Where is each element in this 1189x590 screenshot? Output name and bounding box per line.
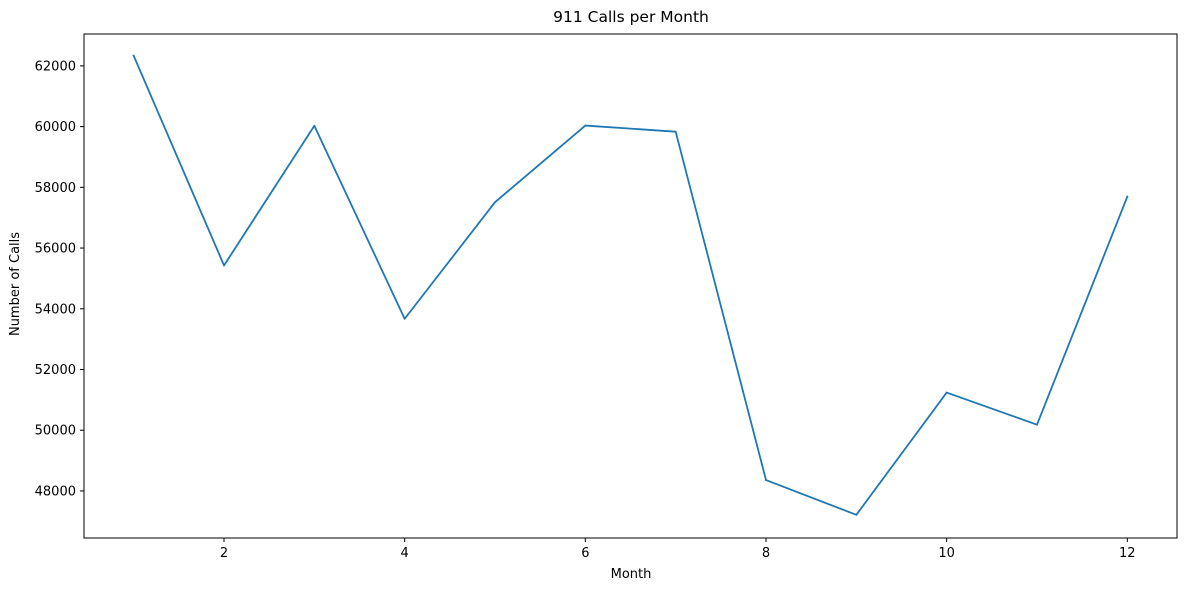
data-point <box>855 513 858 516</box>
data-point <box>1036 423 1038 426</box>
x-tick-label: 10 <box>938 546 955 561</box>
data-point <box>313 124 316 127</box>
data-point <box>403 317 406 320</box>
series-line-0 <box>132 54 1129 516</box>
y-tick-label: 52000 <box>35 363 76 378</box>
x-axis-label: Month <box>611 567 652 582</box>
y-tick-label: 50000 <box>35 424 76 439</box>
data-point <box>674 130 677 133</box>
x-axis-ticks: 2 4 6 8 10 12 <box>220 538 1136 561</box>
chart-title: 911 Calls per Month <box>553 8 709 26</box>
y-tick-label: 62000 <box>35 59 76 74</box>
plot-area-frame <box>83 33 1178 539</box>
data-point <box>765 479 767 481</box>
y-tick-label: 58000 <box>35 181 76 196</box>
x-tick-label: 8 <box>762 546 770 561</box>
data-point <box>1126 195 1129 198</box>
y-axis-label: Number of Calls <box>8 232 23 336</box>
x-tick-label: 2 <box>220 546 228 561</box>
data-point <box>132 54 135 57</box>
y-tick-label: 48000 <box>35 484 76 499</box>
data-point <box>223 264 225 267</box>
data-point <box>584 124 587 127</box>
y-axis-ticks: 48000 50000 52000 54000 56000 58000 60000 62000 <box>35 59 84 499</box>
x-tick-label: 12 <box>1119 546 1136 561</box>
y-tick-label: 54000 <box>35 302 76 317</box>
x-tick-label: 6 <box>581 546 589 561</box>
data-point <box>945 391 948 394</box>
x-tick-label: 4 <box>401 546 409 561</box>
y-tick-label: 60000 <box>35 120 76 135</box>
y-tick-label: 56000 <box>35 242 76 257</box>
data-point <box>494 201 496 204</box>
data-series <box>132 54 1129 516</box>
